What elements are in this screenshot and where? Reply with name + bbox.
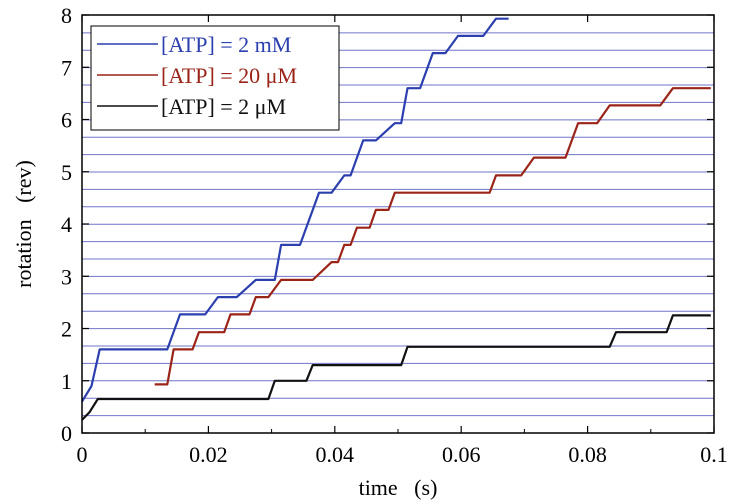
series-group: [81, 17, 711, 421]
x-axis-label: time (s): [359, 475, 438, 500]
y-tick-label: 0: [61, 421, 72, 446]
y-tick-label: 7: [61, 55, 72, 80]
legend-label-20um: [ATP] = 20 μM: [161, 63, 297, 88]
y-tick-label: 3: [61, 264, 72, 289]
x-tick-label: 0.02: [189, 442, 228, 467]
y-tick-label: 2: [61, 317, 72, 342]
y-axis-label: rotation (rev): [11, 160, 36, 288]
grid-lines: [82, 32, 714, 417]
y-tick-label: 6: [61, 108, 72, 133]
x-tick-label: 0: [77, 442, 88, 467]
y-tick-label: 4: [61, 212, 72, 237]
legend-label-2mm: [ATP] = 2 mM: [161, 32, 291, 57]
series-line-0: [81, 17, 509, 403]
x-tick-label: 0.06: [442, 442, 481, 467]
y-tick-label: 8: [61, 3, 72, 28]
legend: [ATP] = 2 mM [ATP] = 20 μM [ATP] = 2 μM: [90, 25, 340, 131]
y-axis-ticks: 0 1 2 3 4 5 6 7 8: [61, 3, 714, 446]
x-tick-label: 0.08: [568, 442, 607, 467]
series-line-2: [81, 314, 711, 421]
series-line-1: [154, 87, 711, 386]
y-tick-label: 5: [61, 160, 72, 185]
y-tick-label: 1: [61, 369, 72, 394]
x-axis-ticks: 0 0.02 0.04 0.06 0.08 0.1: [77, 15, 728, 467]
x-tick-label: 0.1: [700, 442, 728, 467]
legend-label-2um: [ATP] = 2 μM: [161, 94, 286, 119]
x-tick-label: 0.04: [316, 442, 355, 467]
